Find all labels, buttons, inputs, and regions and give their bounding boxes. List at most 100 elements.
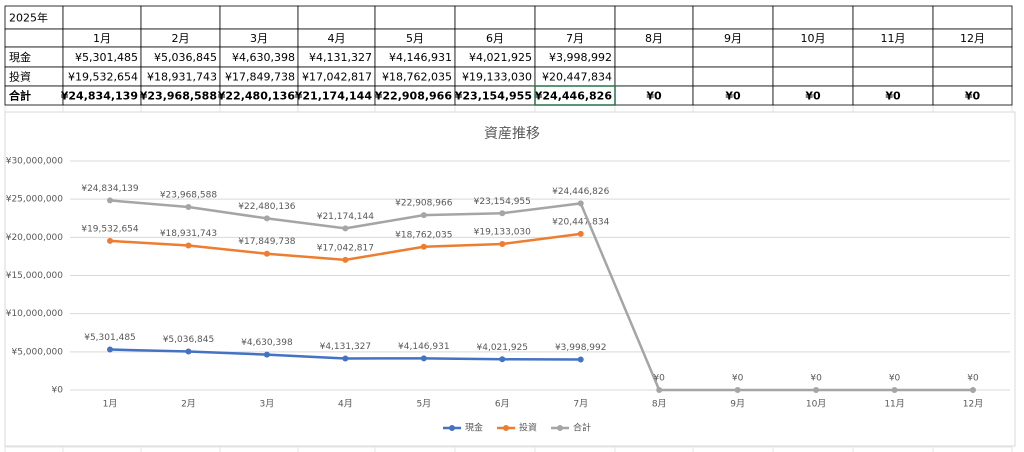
cell-text: ¥20,447,834: [542, 71, 612, 84]
y-tick-label: ¥0: [52, 386, 64, 396]
cell: [454, 5, 536, 30]
cell: [297, 5, 376, 30]
data-point: [499, 356, 506, 363]
data-label: ¥23,968,588: [160, 191, 218, 201]
x-tick-label: 3月: [260, 399, 275, 410]
cell-text: ¥18,762,035: [382, 71, 452, 84]
cell-text: 7月: [566, 32, 584, 45]
data-label: ¥5,301,485: [84, 333, 136, 343]
data-label: ¥20,447,834: [552, 217, 610, 227]
y-tick-label: ¥20,000,000: [6, 233, 64, 243]
data-label: ¥21,174,144: [317, 212, 375, 222]
cell-text: 現金: [9, 50, 31, 64]
data-label: ¥5,036,845: [163, 335, 215, 345]
data-label: ¥18,762,035: [395, 230, 452, 240]
cell-text: 6月: [486, 32, 504, 45]
data-point: [577, 230, 584, 237]
data-label: ¥4,131,327: [320, 342, 372, 352]
cell-text: ¥21,174,144: [295, 90, 373, 103]
data-point: [263, 250, 270, 257]
cell-text: ¥23,968,588: [140, 90, 217, 103]
data-point: [499, 210, 506, 217]
cell-text: 1月: [93, 32, 111, 45]
data-point: [734, 387, 741, 393]
x-tick-label: 2月: [181, 399, 196, 410]
data-point: [263, 215, 270, 222]
data-point: [185, 204, 192, 211]
data-point: [342, 355, 349, 362]
cell-text: ¥22,480,136: [218, 90, 296, 103]
data-point: [499, 240, 506, 247]
cell: [614, 66, 694, 87]
cell-text: 投資: [9, 70, 31, 84]
cell: [772, 66, 854, 87]
cell: [614, 46, 694, 68]
data-point: [185, 348, 192, 355]
data-label: ¥0: [653, 374, 665, 384]
cell: [772, 46, 854, 68]
cell-text: ¥17,042,817: [302, 71, 372, 84]
cell-text: ¥5,036,845: [154, 51, 217, 64]
cell-text: 2025年: [9, 11, 48, 25]
data-point: [420, 355, 427, 362]
cell-text: 3月: [250, 32, 268, 45]
x-tick-label: 10月: [806, 399, 826, 410]
data-label: ¥17,042,817: [317, 243, 374, 253]
cell: [534, 5, 616, 30]
cell-text: ¥19,532,654: [68, 71, 138, 84]
y-tick-label: ¥15,000,000: [6, 271, 64, 281]
y-tick-label: ¥5,000,000: [11, 347, 63, 357]
data-point: [342, 225, 349, 232]
cell-text: ¥22,908,966: [375, 90, 453, 103]
data-label: ¥22,480,136: [238, 202, 296, 212]
cell: [932, 66, 1013, 87]
x-tick-label: 6月: [495, 399, 510, 410]
cell: [932, 85, 1013, 106]
cell-text: ¥4,146,931: [389, 51, 452, 64]
data-label: ¥24,446,826: [552, 187, 610, 197]
cell-text: ¥0: [805, 90, 821, 103]
cell-text: ¥17,849,738: [225, 71, 295, 84]
cell: [219, 5, 299, 30]
x-tick-label: 8月: [652, 399, 667, 410]
cell: [852, 66, 934, 87]
cell-text: ¥3,998,992: [549, 51, 612, 64]
chart-area: [4, 111, 1016, 447]
cell: [692, 46, 774, 68]
data-point: [970, 387, 976, 393]
data-label: ¥0: [967, 374, 979, 384]
cell: [852, 5, 934, 30]
data-label: ¥23,154,955: [474, 197, 531, 207]
cell: [692, 5, 774, 30]
cell-text: ¥4,630,398: [232, 51, 295, 64]
data-point: [891, 387, 898, 393]
legend-marker: [557, 425, 564, 431]
data-label: ¥24,834,139: [81, 184, 139, 194]
data-label: ¥4,021,925: [477, 343, 529, 353]
x-tick-label: 7月: [573, 399, 588, 410]
cell-text: ¥0: [965, 90, 981, 103]
cell: [692, 66, 774, 87]
cell: [852, 46, 934, 68]
x-tick-label: 5月: [416, 399, 431, 410]
legend-label: 合計: [573, 422, 591, 434]
data-label: ¥19,532,654: [81, 224, 139, 234]
x-tick-label: 12月: [963, 399, 983, 410]
cell-text: ¥0: [646, 90, 662, 103]
legend-marker: [449, 425, 455, 431]
data-label: ¥0: [732, 374, 744, 384]
data-point: [342, 256, 349, 263]
cell-text: 11月: [881, 32, 906, 45]
selected-cell: [534, 85, 616, 106]
data-point: [656, 387, 663, 393]
cell: [614, 5, 694, 30]
x-tick-label: 9月: [730, 399, 745, 410]
cell-text: ¥4,131,327: [309, 51, 372, 64]
chart-title: 資産推移: [484, 126, 540, 142]
data-point: [107, 346, 113, 353]
data-label: ¥4,146,931: [398, 342, 450, 352]
data-point: [420, 243, 427, 250]
data-point: [577, 200, 584, 207]
cell-text: ¥0: [725, 90, 741, 103]
